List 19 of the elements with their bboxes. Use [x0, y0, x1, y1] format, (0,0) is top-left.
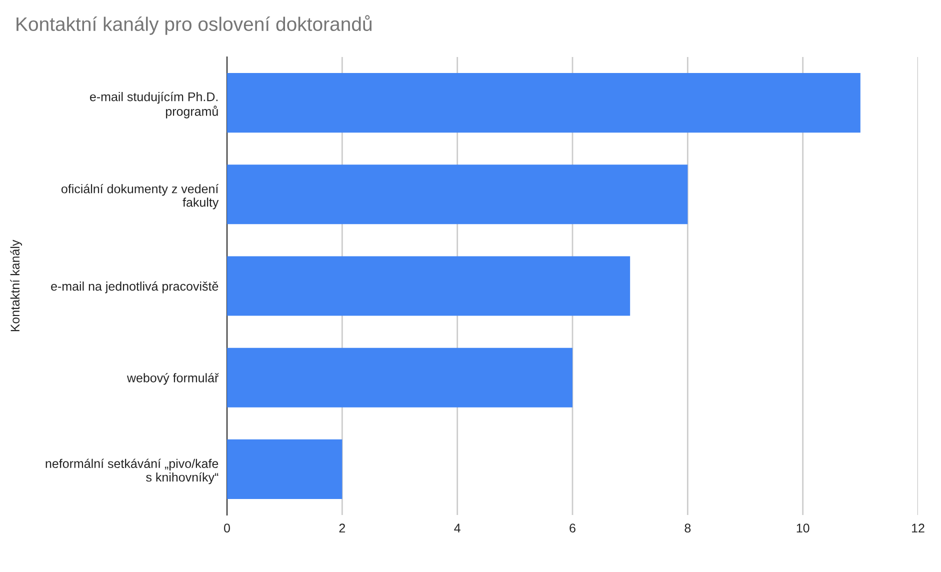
- y-tick-label: e-mail na jednotlivá pracoviště: [51, 281, 218, 294]
- x-tick-label: 10: [796, 524, 810, 533]
- y-axis-title: Kontaktní kanály: [10, 240, 22, 332]
- y-tick-label: webový formulář: [126, 372, 219, 385]
- bar: [227, 439, 342, 499]
- bar: [227, 73, 860, 133]
- x-tick-label: 0: [224, 524, 230, 533]
- x-tick-label: 4: [454, 524, 460, 532]
- bar: [227, 348, 572, 408]
- x-tick-label: 8: [684, 524, 691, 533]
- bar: [227, 164, 688, 224]
- x-tick-label: 12: [912, 524, 924, 532]
- chart-title: Kontaktní kanály pro oslovení doktorandů: [16, 15, 372, 35]
- y-tick-label: e-mail studujícím Ph.D. programů: [90, 92, 218, 118]
- y-tick-label: oficiální dokumenty z vedení fakulty: [61, 184, 219, 210]
- x-tick-label: 2: [339, 524, 346, 532]
- y-tick-label: neformální setkávání „pivo/kafe s knihovníky“: [46, 458, 218, 484]
- x-tick-label: 6: [570, 524, 576, 533]
- bar: [227, 256, 630, 316]
